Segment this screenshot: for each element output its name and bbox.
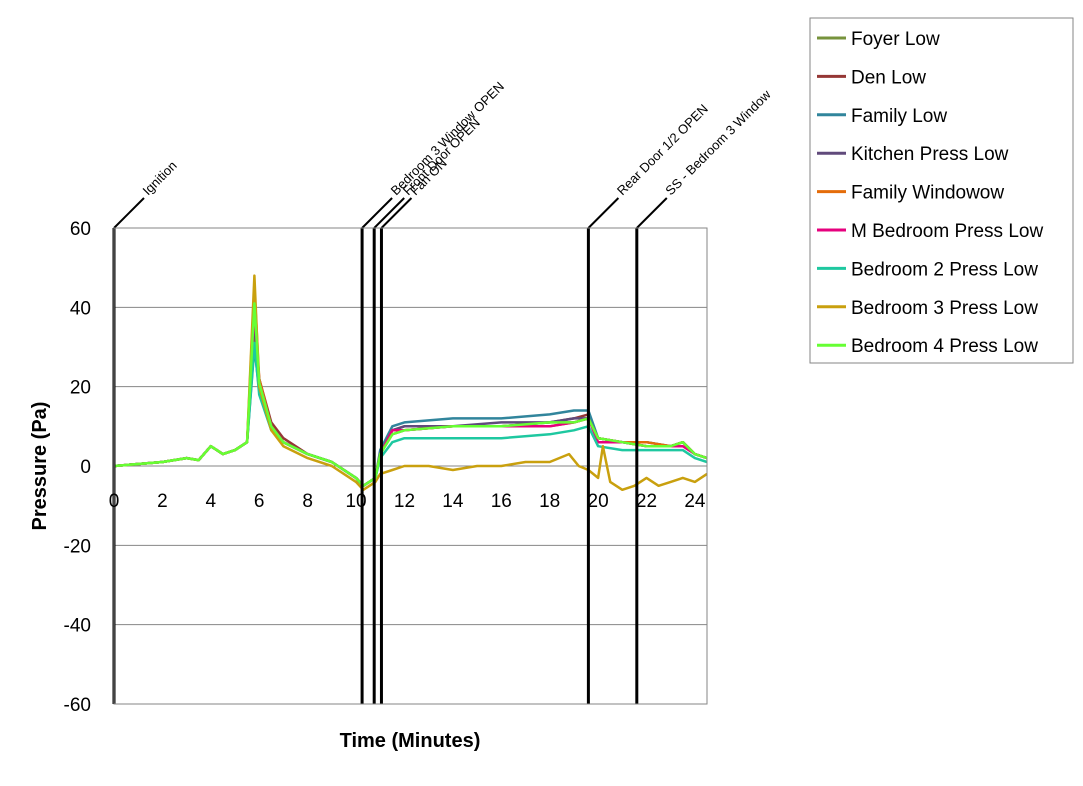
event-leader-line xyxy=(636,197,668,229)
event-leader-line xyxy=(361,197,393,229)
legend-label: Kitchen Press Low xyxy=(851,144,1009,165)
x-tick-label: 18 xyxy=(539,491,560,512)
x-tick-label: 14 xyxy=(442,491,464,512)
legend: Foyer Low Den Low Family Low Kitchen Press … xyxy=(809,17,1074,364)
y-axis-title: Pressure (Pa) xyxy=(29,402,51,531)
legend-box xyxy=(809,17,1074,364)
x-tick-label: 0 xyxy=(109,491,120,512)
series-line-4 xyxy=(113,317,708,488)
x-tick-label: 8 xyxy=(302,491,313,512)
y-tick-label: -20 xyxy=(64,536,91,557)
x-tick-label: 24 xyxy=(684,491,706,512)
plot-area-frame xyxy=(113,227,708,705)
legend-label: Bedroom 3 Press Low xyxy=(851,298,1038,319)
x-tick-label: 22 xyxy=(636,491,657,512)
event-label: Rear Door 1/2 OPEN xyxy=(614,101,711,198)
legend-label: Bedroom 2 Press Low xyxy=(851,259,1038,280)
legend-label: Foyer Low xyxy=(851,29,940,50)
event-leader-line xyxy=(380,197,413,229)
legend-label: Den Low xyxy=(851,67,926,88)
y-tick-label: -60 xyxy=(64,695,91,716)
x-tick-label: 4 xyxy=(206,491,217,512)
event-label: Bedroom 3 Window OPEN xyxy=(388,79,507,198)
event-label: Ignition xyxy=(140,158,180,198)
y-tick-label: 60 xyxy=(70,219,91,240)
x-tick-label: 2 xyxy=(157,491,168,512)
event-leader-line xyxy=(373,197,405,229)
series-line-1 xyxy=(113,321,708,488)
y-tick-label: 0 xyxy=(80,457,91,478)
series-line-7 xyxy=(113,341,708,488)
legend-label: Bedroom 4 Press Low xyxy=(851,336,1038,357)
x-tick-label: 16 xyxy=(491,491,512,512)
x-axis-title: Time (Minutes) xyxy=(340,730,481,752)
y-tick-label: -40 xyxy=(64,616,91,637)
y-tick-label: 20 xyxy=(70,378,91,399)
event-leader-line xyxy=(587,197,620,229)
series-line-9 xyxy=(113,302,708,488)
x-tick-label: 6 xyxy=(254,491,265,512)
series-line-2 xyxy=(113,314,708,488)
x-tick-label: 10 xyxy=(345,491,366,512)
legend-label: M Bedroom Press Low xyxy=(851,221,1043,242)
legend-label: Family Low xyxy=(851,106,947,127)
y-tick-label: 40 xyxy=(70,298,91,319)
series-line-6 xyxy=(113,306,708,488)
event-leader-line xyxy=(113,197,145,229)
legend-label: Family Windowow xyxy=(851,183,1004,204)
x-tick-label: 12 xyxy=(394,491,415,512)
x-tick-label: 20 xyxy=(588,491,609,512)
